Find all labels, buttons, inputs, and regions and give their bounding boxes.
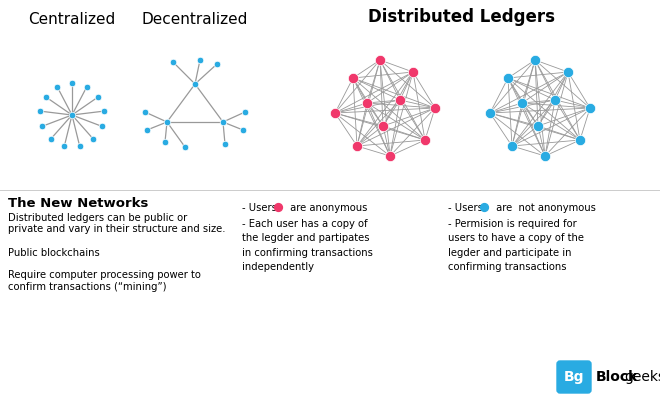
Point (46, 136, 56, 142)
Point (385, 153, 395, 159)
Point (352, 143, 362, 149)
Text: - Users: - Users (448, 203, 486, 213)
Point (563, 69, 574, 75)
Text: Block: Block (596, 370, 638, 384)
Point (478, 204, 489, 210)
Point (75, 143, 85, 149)
Point (195, 57, 205, 63)
Point (220, 141, 230, 147)
Point (59, 143, 69, 149)
Point (142, 127, 152, 133)
Text: private and vary in their structure and size.: private and vary in their structure and … (8, 224, 226, 235)
Point (37, 123, 48, 130)
Text: are anonymous: are anonymous (287, 203, 368, 213)
Point (507, 143, 517, 149)
Point (348, 75, 358, 81)
Point (240, 109, 250, 115)
Point (273, 204, 283, 210)
Text: geeks: geeks (624, 370, 660, 384)
Point (238, 127, 248, 133)
Point (420, 137, 430, 143)
Point (189, 81, 200, 87)
Point (408, 69, 418, 75)
Point (93, 93, 104, 100)
Text: Centralized: Centralized (28, 12, 116, 27)
Point (484, 110, 495, 116)
Point (140, 109, 150, 115)
Point (517, 100, 527, 106)
Text: Distributed Ledgers: Distributed Ledgers (368, 8, 556, 26)
Text: Bg: Bg (564, 370, 584, 384)
Point (162, 119, 172, 125)
Text: Public blockchains: Public blockchains (8, 247, 100, 258)
Point (550, 97, 560, 103)
Text: - Users: - Users (242, 203, 280, 213)
Point (430, 105, 440, 111)
Point (35, 108, 46, 114)
Point (168, 59, 178, 65)
Point (575, 137, 585, 143)
Text: The New Networks: The New Networks (8, 197, 148, 210)
Point (375, 57, 385, 63)
Point (330, 110, 341, 116)
Text: Require computer processing power to: Require computer processing power to (8, 270, 201, 280)
Point (503, 75, 513, 81)
Point (40, 93, 51, 100)
Point (82, 83, 92, 90)
Point (540, 153, 550, 159)
Point (362, 100, 372, 106)
Text: Decentralized: Decentralized (142, 12, 248, 27)
Point (98, 108, 109, 114)
Point (88, 136, 98, 142)
Point (533, 123, 543, 129)
Point (378, 123, 388, 129)
Text: confirm transactions (“mining”): confirm transactions (“mining”) (8, 282, 166, 292)
Text: Distributed ledgers can be public or: Distributed ledgers can be public or (8, 213, 187, 223)
Point (52, 83, 63, 90)
Point (67, 80, 77, 86)
Text: - Permision is required for
users to have a copy of the
legder and participate i: - Permision is required for users to hav… (448, 219, 584, 272)
Point (160, 139, 170, 145)
Point (395, 97, 405, 103)
Point (180, 144, 190, 150)
Point (96, 123, 107, 130)
Point (212, 61, 222, 67)
FancyBboxPatch shape (557, 361, 591, 393)
Point (585, 105, 595, 111)
Point (218, 119, 228, 125)
Point (530, 57, 541, 63)
Point (67, 112, 77, 118)
Text: - Each user has a copy of
the legder and partipates
in confirming transactions
i: - Each user has a copy of the legder and… (242, 219, 373, 272)
Text: are  not anonymous: are not anonymous (493, 203, 596, 213)
